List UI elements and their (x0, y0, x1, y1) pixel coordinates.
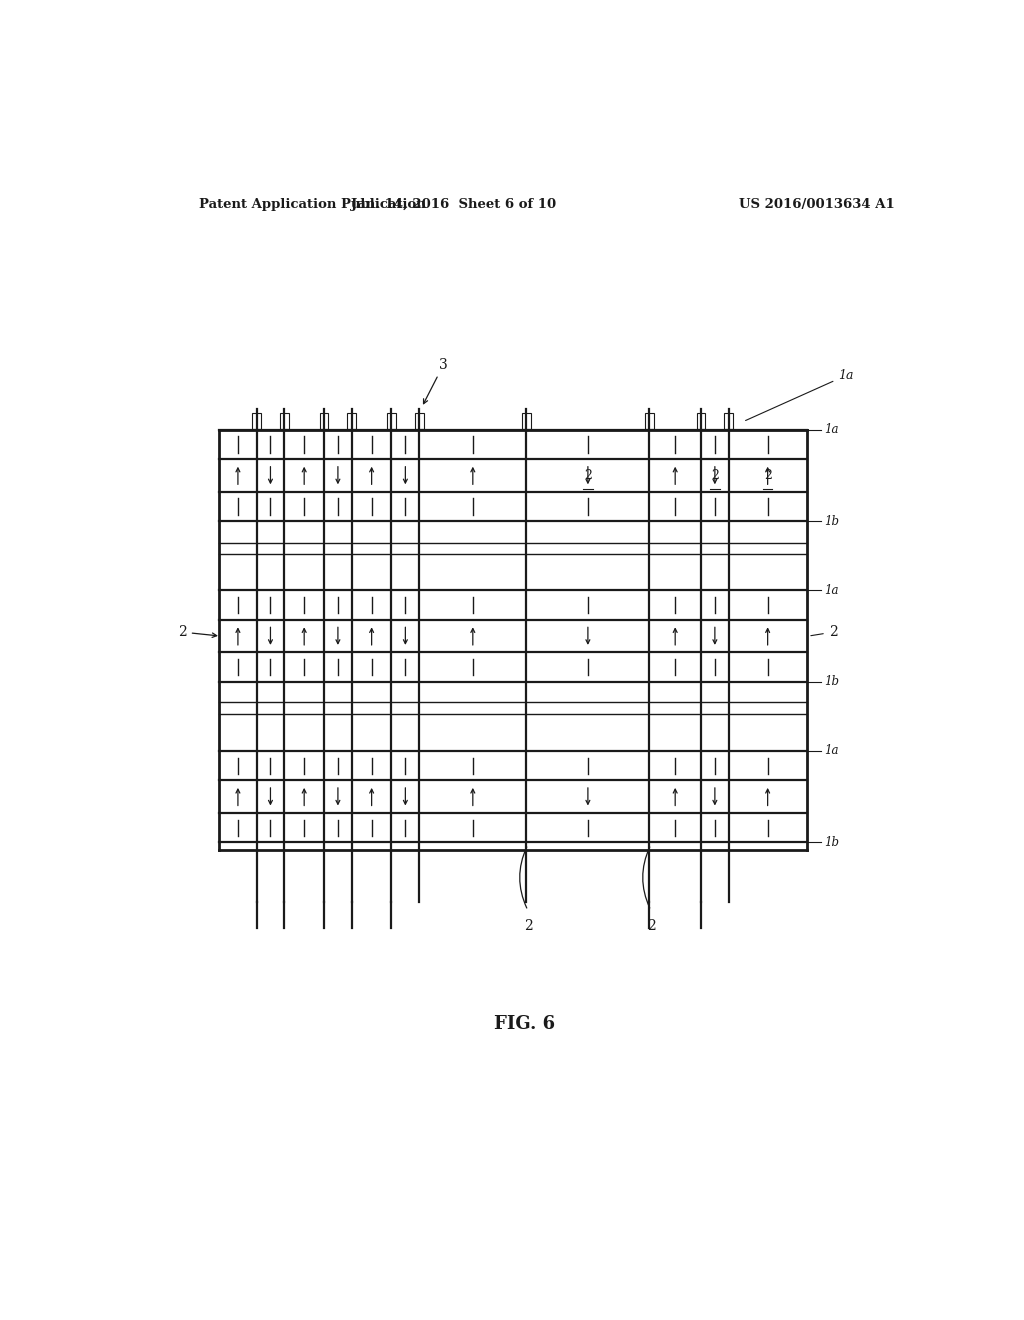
Text: 3: 3 (424, 358, 447, 404)
Text: US 2016/0013634 A1: US 2016/0013634 A1 (739, 198, 895, 211)
Bar (387, 412, 396, 429)
Bar (280, 412, 289, 429)
Bar (645, 412, 653, 429)
Text: 1a: 1a (745, 370, 854, 421)
Text: 1b: 1b (824, 836, 839, 849)
Text: FIG. 6: FIG. 6 (495, 1015, 555, 1034)
Bar (347, 412, 356, 429)
Text: 1a: 1a (824, 583, 839, 597)
Text: 2: 2 (811, 626, 838, 639)
Text: 1b: 1b (824, 676, 839, 688)
Text: 2: 2 (711, 469, 719, 482)
Text: 2: 2 (584, 469, 592, 482)
Bar (252, 412, 261, 429)
Text: Jan. 14, 2016  Sheet 6 of 10: Jan. 14, 2016 Sheet 6 of 10 (351, 198, 556, 211)
Bar (724, 412, 733, 429)
Bar (696, 412, 706, 429)
Text: 1a: 1a (824, 744, 839, 758)
Text: Patent Application Publication: Patent Application Publication (200, 198, 426, 211)
Text: 2: 2 (523, 919, 532, 933)
Text: 2: 2 (178, 626, 217, 639)
Bar (415, 412, 424, 429)
Text: 1b: 1b (824, 515, 839, 528)
Text: 1a: 1a (824, 424, 839, 437)
Text: 2: 2 (646, 919, 655, 933)
Bar (319, 412, 329, 429)
Bar (522, 412, 530, 429)
Text: 2: 2 (764, 469, 771, 482)
